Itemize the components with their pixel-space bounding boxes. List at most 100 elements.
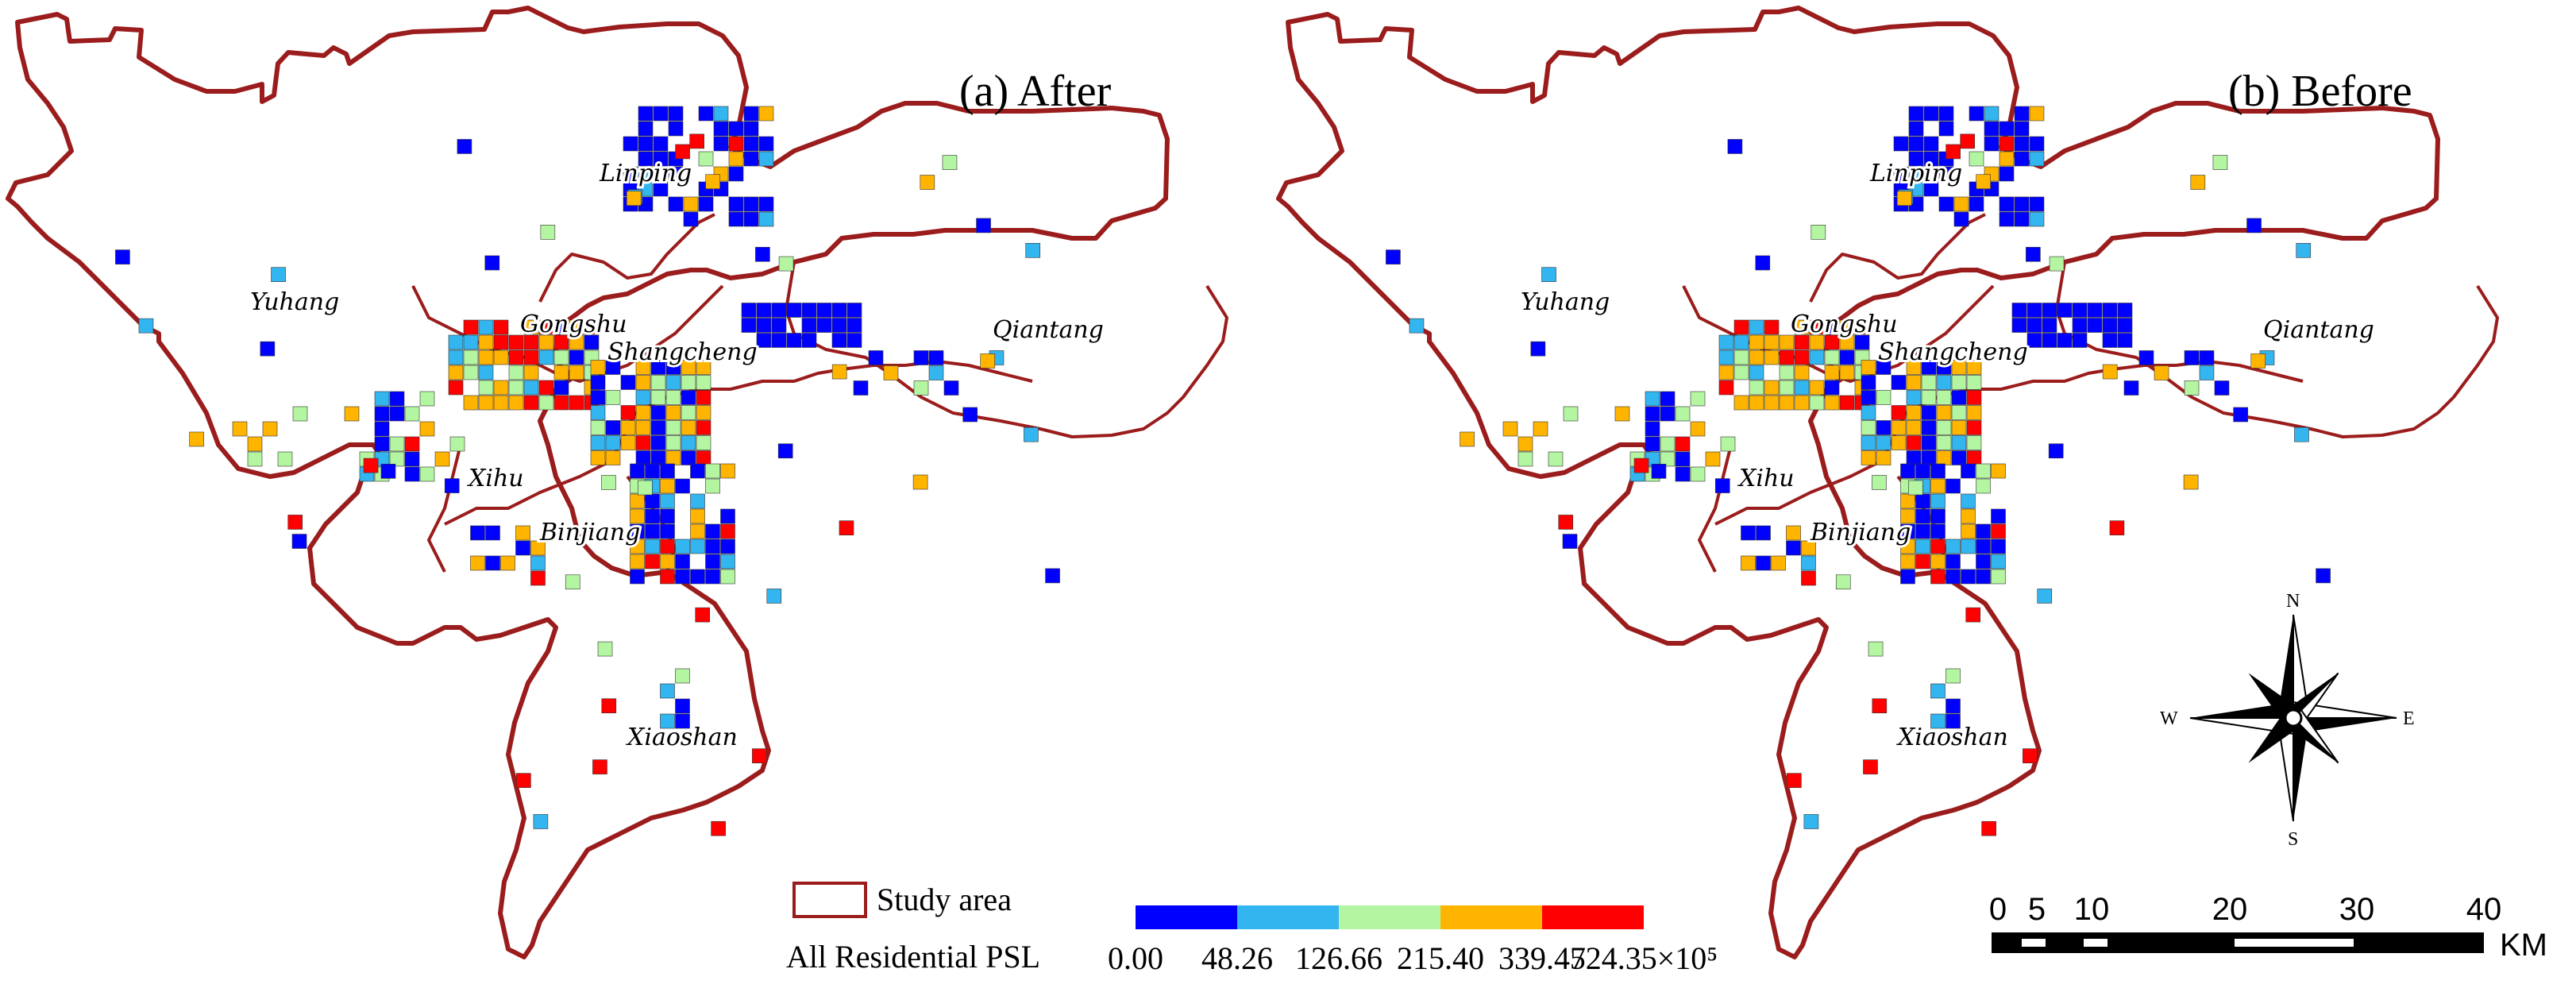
psl-cell [1749,319,1764,335]
psl-cell [846,333,862,348]
psl-cell [1839,349,1855,365]
psl-cell [2154,365,2169,380]
psl-cell [1675,451,1691,467]
psl-cell [2138,350,2154,365]
psl-cell [1938,166,1954,182]
psl-cell [2072,303,2088,318]
psl-cell [630,554,645,569]
psl-cell [650,390,666,405]
psl-cell [620,420,636,435]
psl-cell [653,106,669,122]
psl-cell [1779,349,1795,365]
psl-cell [1938,106,1954,122]
scale-tick-label: 10 [2074,892,2110,927]
psl-cell [404,466,420,482]
psl-cell [690,493,705,509]
psl-cell [1936,390,1952,405]
psl-cell [1951,390,1967,405]
psl-cell [484,255,500,271]
psl-cell [569,319,584,335]
psl-cell [1891,420,1907,435]
psl-colorbar [1136,905,1644,929]
psl-cell [728,136,744,152]
psl-cell [1645,436,1660,452]
psl-cell [1908,480,1923,496]
psl-cell [743,121,759,137]
psl-cell [2212,155,2228,170]
psl-cell [523,365,539,380]
psl-cell [478,334,494,350]
psl-cell [839,520,854,535]
psl-cell [2250,353,2266,369]
psl-cell [1915,538,1930,554]
psl-cell [1915,493,1930,509]
psl-cell [1749,380,1764,396]
psl-cell [705,463,720,479]
psl-cell [1966,360,1982,375]
psl-cell [675,538,690,554]
psl-cell [638,136,654,152]
psl-cell [530,570,546,586]
psl-cell [2057,333,2073,348]
psl-cell [463,349,479,365]
psl-cell [2042,303,2057,318]
psl-cell [1966,450,1982,465]
district-label-shangcheng: Shangcheng [607,338,758,366]
psl-cell [449,436,465,452]
psl-cell [660,523,675,539]
psl-cell [1749,395,1764,411]
psl-cell [638,151,654,167]
psl-cell [2029,151,2045,167]
psl-class-swatch [1136,905,1237,929]
psl-cell [508,365,524,380]
psl-cell [653,151,669,167]
psl-cell [1930,523,1945,539]
psl-cell [1900,463,1915,479]
psl-cell [713,106,729,122]
psl-cell [1991,523,2006,539]
psl-cell [1900,538,1915,554]
psl-cell [1733,395,1749,411]
psl-cell [980,353,996,369]
psl-cell [1614,406,1630,422]
psl-cell [247,436,263,452]
district-boundary [2055,261,2499,438]
psl-cell [1741,555,1756,571]
psl-cell [913,380,929,396]
psl-cell [831,364,847,380]
psl-cell [690,538,705,554]
district-label-binjiang: Binjiang [539,519,640,546]
psl-cell [668,121,684,137]
psl-break-label: 0.00 [1108,940,1163,976]
psl-cell [638,166,654,182]
district-label-linping: Linping [599,160,692,187]
psl-cell [2014,121,2030,137]
psl-cell [705,554,720,569]
psl-cell [668,106,684,122]
psl-cell [665,420,681,435]
psl-cell [2011,318,2027,333]
psl-cell [1718,380,1734,396]
psl-label: All Residential PSL [786,939,1040,975]
psl-cell [553,365,569,380]
psl-cell [630,463,645,479]
psl-cell [705,569,720,585]
psl-cell [696,360,711,375]
psl-cell [1558,515,1574,530]
psl-cell [1930,713,1945,729]
psl-cell [1961,493,1976,509]
psl-cell [681,375,696,390]
psl-cell [2026,333,2042,348]
psl-cell [1921,360,1937,375]
psl-cell [1908,166,1924,182]
psl-cell [1794,319,1810,335]
psl-cell [374,406,390,422]
psl-cell [758,106,774,122]
district-boundary [1682,284,1995,383]
psl-cell [620,375,636,390]
psl-cell [1025,243,1041,258]
psl-cell [1764,319,1780,335]
psl-cell [801,318,817,333]
scale-tick-label: 0 [1989,892,2007,927]
